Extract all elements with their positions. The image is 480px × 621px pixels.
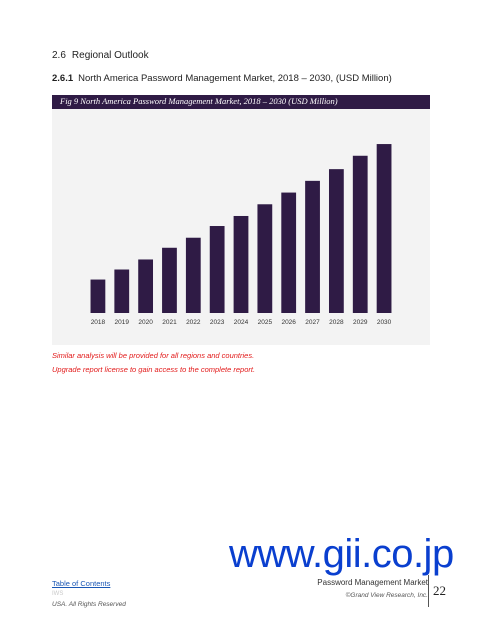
section-title: Regional Outlook [71, 50, 149, 61]
bar-2029 [352, 155, 368, 313]
x-tick-label-2027: 2027 [305, 319, 320, 326]
x-tick-label-2023: 2023 [210, 319, 225, 326]
x-tick-label-2021: 2021 [162, 319, 177, 326]
bar-2023 [209, 226, 225, 313]
footer-report-name: Password Management Market [317, 578, 428, 587]
footer-rights: USA. All Rights Reserved [52, 601, 126, 608]
bar-2022 [185, 237, 201, 313]
footer-divider [428, 575, 429, 607]
bar-2018 [90, 279, 106, 313]
bar-2028 [328, 169, 344, 313]
x-tick-label-2018: 2018 [91, 319, 106, 326]
bar-2027 [305, 180, 320, 313]
x-tick-label-2019: 2019 [115, 319, 130, 326]
section-heading: 2.6 Regional Outlook [52, 50, 149, 61]
page-number: 22 [433, 583, 446, 598]
note-upgrade: Upgrade report license to gain access to… [52, 365, 256, 374]
watermark: www.gii.co.jp [229, 532, 454, 576]
bar-2024 [233, 215, 249, 313]
section-number: 2.6 [52, 50, 66, 61]
subsection-heading: 2.6.1 North America Password Management M… [52, 73, 392, 84]
x-tick-label-2022: 2022 [186, 319, 201, 326]
bar-chart: 2018 2019 2020 2021 2022 2023 2024 2025 2026 2027… [90, 144, 392, 326]
subsection-number: 2.6.1 [52, 73, 74, 84]
x-tick-label-2020: 2020 [138, 319, 153, 326]
bar-2030 [376, 144, 392, 313]
x-tick-label-2024: 2024 [234, 319, 249, 326]
x-tick-label-2028: 2028 [329, 319, 344, 326]
note-regions: Similar analysis will be provided for al… [52, 351, 255, 360]
bar-2026 [281, 192, 297, 313]
bar-2025 [257, 204, 273, 313]
x-tick-label-2026: 2026 [281, 319, 296, 326]
footer-copyright: ©Grand View Research, Inc. [345, 592, 428, 599]
table-of-contents-link[interactable]: Table of Contents [52, 579, 111, 588]
bar-2021 [162, 247, 177, 313]
x-tick-label-2029: 2029 [353, 319, 368, 326]
figure-caption: Fig 9 North America Password Management … [60, 96, 338, 106]
bar-2019 [114, 269, 130, 313]
x-tick-label-2030: 2030 [377, 319, 392, 326]
chart-area: 2018 2019 2020 2021 2022 2023 2024 2025 2026 2027… [52, 109, 430, 345]
figure-banner: Fig 9 North America Password Management … [52, 95, 430, 109]
footer-faded-text: IWS [52, 591, 64, 597]
x-tick-label-2025: 2025 [258, 319, 273, 326]
subsection-title: North America Password Management Market… [78, 73, 392, 84]
bar-2020 [138, 259, 154, 313]
